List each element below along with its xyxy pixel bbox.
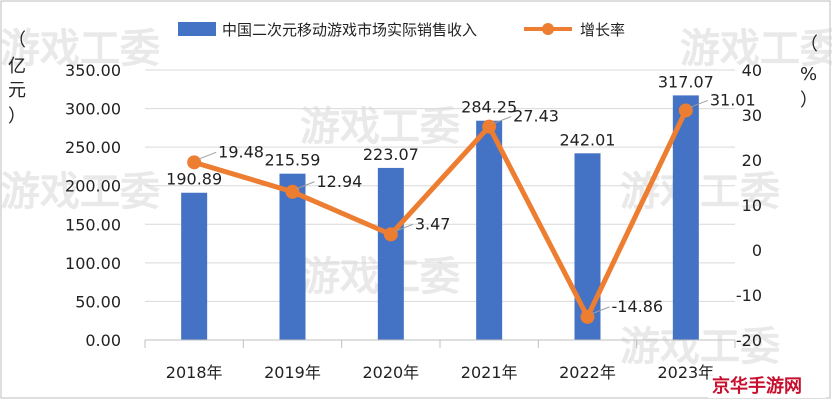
left-axis-tick-label: 0.00 (85, 331, 121, 350)
growth-rate-leader-line (492, 116, 512, 125)
growth-rate-label: 12.94 (317, 172, 363, 191)
revenue-bar-label: 215.59 (265, 151, 321, 170)
growth-rate-leader-line (689, 99, 709, 108)
watermark: 游戏工委 (620, 324, 780, 370)
brand-backdrop (708, 372, 826, 398)
growth-rate-label: 27.43 (513, 107, 559, 126)
brand-text: 京华手游网 (712, 375, 802, 397)
revenue-bar (279, 173, 306, 340)
left-axis-ticks: 0.00 50.00 100.00 150.00 200.00 250.00 300.00 3… (65, 61, 121, 350)
growth-rate-point (678, 103, 693, 118)
growth-rate-label: 31.01 (710, 90, 756, 109)
line-series (187, 103, 693, 324)
right-axis-tick-label: 40 (742, 61, 762, 80)
watermark: 游戏工委 (680, 26, 832, 72)
revenue-bar (574, 153, 601, 340)
watermark: 游戏工委 (0, 26, 160, 72)
legend-line-marker (542, 23, 554, 35)
left-unit-char: 元 (8, 80, 26, 101)
right-axis-tick-label: 30 (742, 106, 762, 125)
growth-rate-label: -14.86 (612, 297, 664, 316)
left-axis-tick-label: 300.00 (65, 100, 121, 119)
right-axis-tick-label: 0 (752, 241, 762, 260)
watermark: 游戏工委 (0, 169, 160, 215)
growth-rate-leader-line (394, 223, 414, 232)
right-axis-tick-label: 20 (742, 151, 762, 170)
left-axis-tick-label: 350.00 (65, 61, 121, 80)
growth-rate-point (285, 184, 300, 199)
watermark-layer: 游戏工委 游戏工委 游戏工委 游戏工委 游戏工委 游戏工委 游戏工委 (0, 26, 832, 370)
left-axis-unit: （ 亿 元 ） (8, 30, 26, 127)
growth-rate-label: 19.48 (218, 142, 264, 161)
right-axis-tick-label: -20 (736, 331, 762, 350)
x-axis-tick-label: 2019年 (264, 363, 321, 382)
bar-series (181, 95, 699, 341)
revenue-bar-label: 284.25 (461, 98, 517, 117)
revenue-bar (476, 120, 503, 340)
growth-rate-label: 3.47 (415, 214, 451, 233)
left-axis-tick-label: 50.00 (75, 292, 121, 311)
line-data-labels: 19.48 12.94 3.47 27.43 -14.86 31.01 (197, 90, 756, 316)
growth-rate-point (383, 227, 398, 242)
right-axis-ticks: -20 -10 0 10 20 30 40 (736, 61, 762, 350)
revenue-bar (181, 192, 208, 340)
growth-rate-line (193, 109, 689, 320)
revenue-bar (672, 95, 699, 341)
growth-rate-leader-line (591, 306, 610, 315)
revenue-bar-label: 242.01 (560, 130, 616, 149)
right-axis-tick-label: -10 (736, 286, 762, 305)
legend-bar-label: 中国二次元移动游戏市场实际销售收入 (222, 21, 477, 39)
brand-logo: 京华手游网 (708, 372, 826, 398)
watermark: 游戏工委 (300, 104, 460, 150)
left-unit-char: 亿 (8, 56, 26, 77)
legend-bar-swatch (178, 22, 216, 36)
x-axis-tick-label: 2021年 (461, 363, 518, 382)
left-unit-char: ） (8, 106, 26, 127)
legend-line-label: 增长率 (580, 21, 625, 39)
x-axis-tick-label: 2018年 (166, 363, 223, 382)
legend: 中国二次元移动游戏市场实际销售收入 增长率 (178, 21, 625, 39)
right-axis-unit: （ % ） (800, 34, 818, 111)
growth-rate-point (482, 119, 497, 134)
right-axis-tick-label: 10 (742, 196, 762, 215)
right-unit-char: ） (800, 90, 818, 111)
right-unit-char: （ (800, 34, 818, 55)
growth-rate-leader-line (197, 151, 217, 160)
growth-rate-leader-line (296, 181, 315, 190)
right-unit-char: % (800, 64, 817, 85)
left-axis-tick-label: 200.00 (65, 177, 121, 196)
bar-data-labels: 190.89 215.59 223.07 284.25 242.01 317.07 (166, 72, 714, 188)
revenue-bar-label: 317.07 (658, 72, 714, 91)
x-axis-tick-label: 2022年 (559, 363, 616, 382)
growth-rate-point (580, 309, 595, 324)
x-axis-ticks: 2018年 2019年 2020年 2021年 2022年 2023年 (144, 339, 736, 382)
revenue-bar (377, 167, 404, 340)
left-unit-char: （ (8, 30, 26, 51)
revenue-bar-label: 223.07 (363, 145, 419, 164)
left-axis-tick-label: 250.00 (65, 138, 121, 157)
revenue-bar-label: 190.89 (166, 170, 222, 189)
x-axis-tick-label: 2020年 (362, 363, 419, 382)
left-axis-tick-label: 150.00 (65, 215, 121, 234)
left-axis-tick-label: 100.00 (65, 254, 121, 273)
x-axis-tick-label: 2023年 (657, 363, 714, 382)
growth-rate-point (187, 155, 202, 170)
